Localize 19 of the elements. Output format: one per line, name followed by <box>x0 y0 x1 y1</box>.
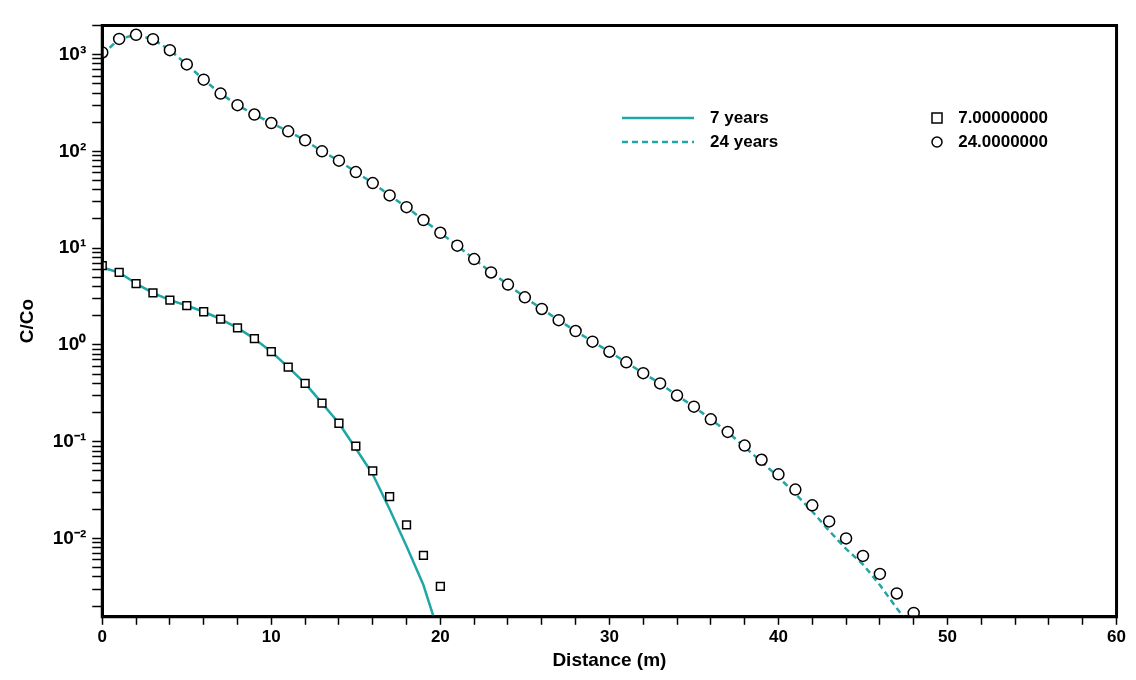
x-tick-label: 0 <box>97 626 107 646</box>
y-tick-label: 10⁻¹ <box>52 429 87 451</box>
y-tick-label: 10³ <box>58 42 87 64</box>
legend-label: 7 years <box>710 108 769 128</box>
legend-label: 24 years <box>710 132 779 152</box>
legend-label: 7.00000000 <box>958 108 1048 128</box>
x-tick-label: 40 <box>768 626 788 646</box>
x-tick-label: 50 <box>938 626 957 646</box>
x-tick-label: 10 <box>261 626 281 646</box>
x-tick-label: 60 <box>1107 626 1127 646</box>
y-tick-label: 10⁰ <box>58 333 87 355</box>
y-tick-label: 10⁻² <box>52 526 87 548</box>
y-tick-label: 10² <box>58 139 87 161</box>
x-axis-title: Distance (m) <box>552 648 667 670</box>
legend-label: 24.0000000 <box>958 132 1048 152</box>
x-tick-label: 20 <box>430 626 450 646</box>
x-tick-label: 30 <box>599 626 619 646</box>
y-axis-title: C/Co <box>15 298 37 344</box>
y-tick-label: 10¹ <box>58 236 87 258</box>
